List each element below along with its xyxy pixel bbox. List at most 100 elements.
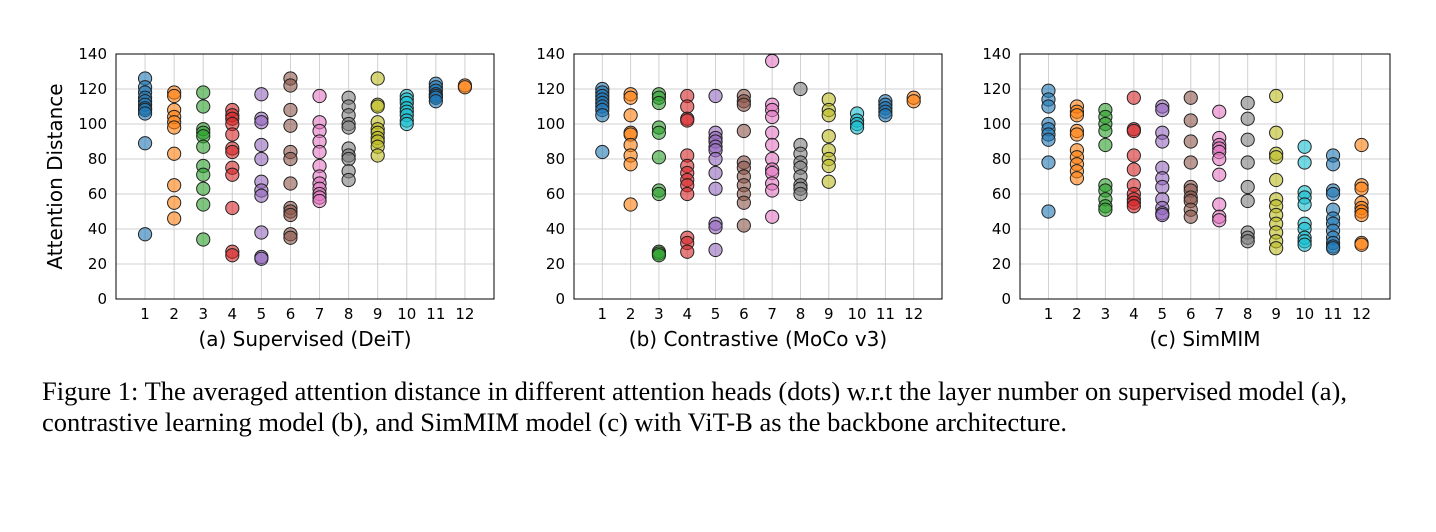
y-tick-label: 120: [982, 80, 1011, 98]
x-tick-label: 1: [598, 305, 608, 323]
x-tick-label: 6: [739, 305, 749, 323]
scatter-point: [1325, 186, 1341, 202]
scatter-point: [167, 178, 182, 193]
scatter-point: [708, 165, 723, 181]
x-tick-label: 6: [1186, 305, 1196, 323]
scatter-point: [196, 232, 211, 247]
scatter-point: [1354, 137, 1369, 153]
x-tick-label: 5: [1158, 305, 1168, 323]
scatter-point: [1041, 204, 1056, 219]
x-tick-label: 11: [1324, 305, 1343, 323]
scatter-point: [1212, 151, 1227, 167]
subplot-title: (b) Contrastive (MoCo v3): [629, 327, 887, 351]
x-tick-label: 2: [1072, 305, 1082, 323]
scatter-point: [821, 129, 836, 144]
scatter-point: [793, 186, 808, 202]
scatter-point: [878, 108, 893, 123]
scatter-point: [1041, 99, 1056, 114]
x-tick-label: 2: [626, 305, 636, 323]
scatter-point: [708, 220, 723, 235]
scatter-point: [623, 108, 638, 123]
scatter-point: [428, 94, 443, 109]
scatter-point: [1098, 202, 1113, 217]
y-tick-label: 120: [78, 80, 107, 98]
scatter-point: [283, 230, 298, 245]
x-tick-label: 7: [315, 305, 325, 323]
scatter-point: [370, 71, 385, 86]
scatter-point: [708, 181, 723, 196]
scatter-point: [137, 136, 153, 151]
x-tick-label: 10: [848, 305, 867, 323]
scatter-point: [708, 151, 723, 167]
scatter-point: [1269, 172, 1284, 188]
scatter-point: [196, 181, 211, 196]
scatter-point: [821, 108, 836, 123]
scatter-point: [765, 137, 780, 153]
scatter-point: [680, 186, 695, 202]
scatter-point: [821, 158, 836, 174]
scatter-point: [167, 211, 182, 226]
scatter-point: [283, 78, 298, 93]
x-tick-label: 5: [257, 305, 267, 323]
scatter-point: [651, 150, 667, 165]
scatter-point: [1240, 95, 1255, 111]
scatter-point: [312, 144, 327, 160]
scatter-point: [225, 200, 240, 216]
x-tick-label: 8: [796, 305, 806, 323]
x-tick-label: 7: [1214, 305, 1224, 323]
figure-caption: Figure 1: The averaged attention distanc…: [42, 376, 1347, 437]
scatter-point: [1069, 127, 1085, 142]
scatter-point: [196, 99, 211, 114]
scatter-point: [1325, 241, 1341, 256]
subplot-title: (c) SimMIM: [1149, 327, 1260, 351]
scatter-point: [196, 167, 211, 182]
x-tick-label: 8: [344, 305, 354, 323]
x-tick-label: 5: [711, 305, 721, 323]
x-tick-label: 11: [876, 305, 895, 323]
scatter-point: [167, 195, 182, 210]
scatter-point: [254, 115, 269, 130]
x-tick-label: 12: [904, 305, 923, 323]
y-tick-label: 80: [992, 150, 1011, 168]
scatter-point: [196, 197, 211, 212]
plot-frame: [573, 53, 943, 300]
scatter-point: [765, 109, 780, 125]
scatter-point: [1269, 150, 1284, 165]
plot-frame: [1019, 53, 1391, 300]
scatter-point: [1269, 241, 1284, 256]
scatter-point: [196, 85, 211, 100]
scatter-point: [1212, 167, 1227, 182]
x-tick-label: 7: [767, 305, 777, 323]
scatter-point: [1155, 102, 1170, 118]
scatter-point: [1297, 155, 1312, 170]
scatter-point: [1240, 132, 1255, 147]
scatter-point: [399, 116, 414, 132]
scatter-point: [283, 151, 298, 167]
scatter-point: [167, 146, 182, 161]
scatter-point: [651, 95, 667, 111]
scatter-point: [1212, 213, 1227, 228]
scatter-point: [225, 144, 240, 160]
y-tick-label: 0: [97, 290, 107, 308]
scatter-point: [793, 81, 808, 97]
scatter-point: [708, 242, 723, 258]
scatter-point: [595, 108, 610, 123]
scatter-point: [623, 197, 638, 212]
scatter-point: [736, 123, 751, 139]
scatter-point: [167, 88, 182, 104]
y-tick-label: 20: [88, 255, 107, 273]
scatter-point: [651, 125, 667, 140]
scatter-point: [167, 120, 182, 135]
scatter-point: [1325, 157, 1341, 172]
scatter-point: [283, 102, 298, 118]
scatter-point: [623, 90, 638, 105]
scatter-point: [1240, 111, 1255, 126]
scatter-point: [651, 186, 667, 202]
x-tick-label: 1: [140, 305, 150, 323]
y-tick-label: 100: [536, 115, 565, 133]
scatter-point: [1240, 234, 1255, 249]
scatter-point: [1212, 104, 1227, 119]
x-tick-label: 9: [1271, 305, 1281, 323]
